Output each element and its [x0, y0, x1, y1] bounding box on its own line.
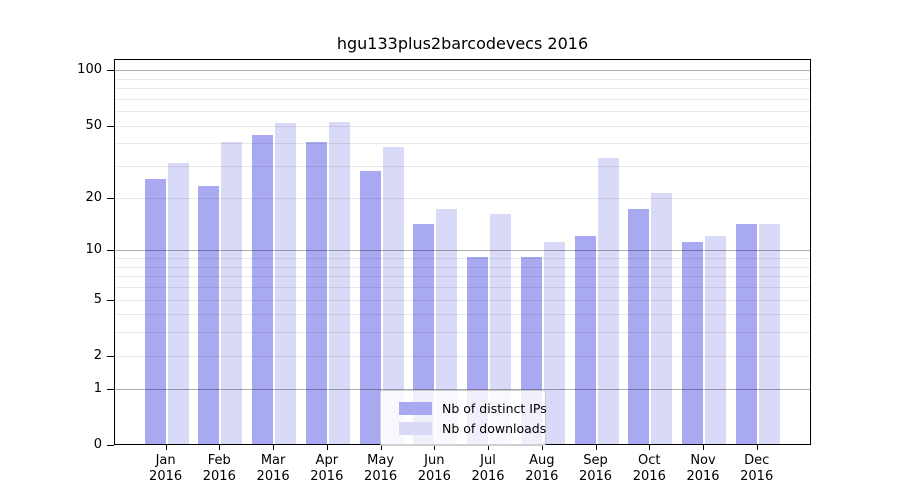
legend-item-distinct-ips: Nb of distinct IPs	[399, 398, 547, 418]
gridline-1	[115, 388, 810, 390]
x-tick-label-jun: Jun 2016	[417, 453, 451, 484]
bar-distinct-ips-may	[359, 170, 381, 444]
x-tick-mark-apr	[326, 445, 328, 450]
bar-distinct-ips-sep	[574, 235, 596, 444]
bar-downloads-dec	[758, 224, 780, 444]
x-tick-label-mar: Mar 2016	[256, 453, 290, 484]
gridline-50	[115, 125, 810, 127]
plot-area	[114, 59, 811, 445]
y-tick-mark-5	[107, 299, 114, 301]
bar-downloads-mar	[275, 123, 297, 444]
gridline-9	[115, 258, 810, 259]
x-tick-label-oct: Oct 2016	[632, 453, 666, 484]
y-tick-mark-100	[107, 70, 114, 72]
x-tick-mark-jul	[488, 445, 489, 450]
x-tick-mark-may	[380, 445, 382, 450]
bar-downloads-jul	[490, 213, 511, 444]
y-tick-mark-1	[107, 388, 114, 390]
gridline-90	[115, 78, 810, 80]
x-tick-label-jan: Jan 2016	[149, 453, 183, 484]
gridline-20	[115, 197, 810, 199]
bar-distinct-ips-dec	[735, 224, 757, 444]
x-tick-label-feb: Feb 2016	[202, 453, 236, 484]
y-tick-label-100: 100	[77, 62, 102, 78]
bar-distinct-ips-jan	[144, 179, 166, 444]
gridline-2	[115, 355, 810, 357]
legend-item-downloads: Nb of downloads	[399, 418, 546, 438]
gridline-80	[115, 88, 810, 90]
bar-distinct-ips-jun	[413, 224, 435, 444]
y-tick-label-5: 5	[93, 291, 102, 307]
y-tick-label-2: 2	[93, 347, 102, 363]
bar-downloads-jan	[167, 162, 189, 444]
legend-swatch-distinct-ips	[399, 401, 432, 415]
x-tick-mark-jan	[165, 445, 167, 450]
x-tick-label-jul: Jul 2016	[471, 453, 505, 484]
bar-distinct-ips-nov	[682, 242, 703, 444]
gridline-30	[115, 166, 810, 168]
x-tick-label-dec: Dec 2016	[740, 453, 774, 484]
x-tick-mark-aug	[541, 445, 543, 450]
x-tick-mark-dec	[756, 445, 758, 450]
x-tick-mark-oct	[649, 445, 651, 450]
y-tick-mark-10	[107, 250, 114, 252]
chart-title: hgu133plus2barcodevecs 2016	[336, 34, 589, 53]
x-tick-label-nov: Nov 2016	[686, 453, 720, 484]
y-tick-label-1: 1	[93, 380, 102, 396]
gridline-3	[115, 332, 810, 334]
y-tick-label-50: 50	[85, 117, 102, 133]
legend: Nb of distinct IPs Nb of downloads	[380, 390, 547, 446]
bar-distinct-ips-feb	[198, 185, 220, 444]
y-tick-label-20: 20	[85, 189, 102, 205]
gridline-8	[115, 266, 810, 268]
bar-distinct-ips-mar	[252, 134, 274, 444]
y-tick-mark-20	[107, 197, 114, 199]
bar-downloads-nov	[705, 235, 726, 444]
bar-downloads-feb	[221, 142, 243, 444]
bar-downloads-jun	[436, 209, 458, 444]
x-tick-mark-sep	[595, 445, 597, 450]
y-tick-mark-0	[107, 445, 114, 446]
x-tick-mark-jun	[434, 445, 436, 450]
bar-downloads-sep	[597, 157, 619, 444]
legend-label-downloads: Nb of downloads	[442, 420, 547, 436]
legend-label-distinct-ips: Nb of distinct IPs	[442, 400, 547, 416]
bar-downloads-aug	[543, 242, 565, 444]
bar-downloads-oct	[651, 193, 673, 444]
gridline-100	[115, 70, 810, 72]
x-tick-mark-feb	[219, 445, 221, 450]
x-tick-label-apr: Apr 2016	[310, 453, 344, 484]
gridline-5	[115, 299, 810, 301]
y-tick-label-10: 10	[85, 242, 102, 258]
bar-downloads-may	[382, 146, 404, 444]
y-tick-label-0: 0	[93, 437, 102, 452]
gridline-10	[115, 250, 810, 252]
gridline-60	[115, 111, 810, 113]
legend-swatch-downloads	[399, 421, 432, 435]
gridline-6	[115, 287, 810, 288]
x-tick-label-sep: Sep 2016	[578, 453, 613, 484]
x-tick-mark-nov	[703, 445, 704, 450]
gridline-70	[115, 98, 810, 100]
x-tick-label-may: May 2016	[364, 453, 398, 484]
x-tick-label-aug: Aug 2016	[525, 453, 559, 484]
bar-downloads-apr	[328, 121, 350, 444]
bar-distinct-ips-oct	[628, 209, 650, 444]
gridline-4	[115, 314, 810, 316]
y-tick-mark-2	[107, 355, 114, 357]
gridline-7	[115, 276, 810, 278]
gridline-40	[115, 143, 810, 145]
x-tick-mark-mar	[273, 445, 275, 450]
y-tick-mark-50	[107, 125, 114, 127]
bar-distinct-ips-apr	[305, 142, 327, 444]
